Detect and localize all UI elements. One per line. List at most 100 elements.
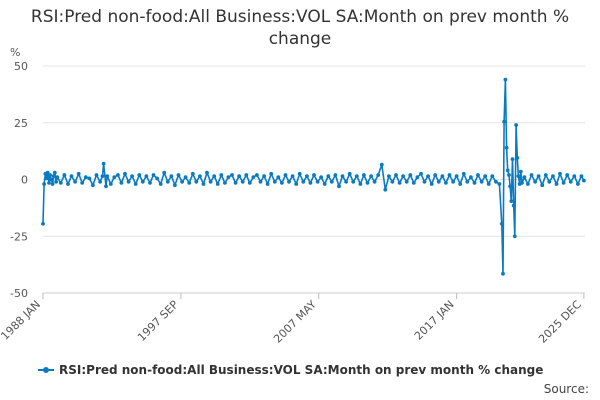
data-point[interactable] bbox=[162, 170, 167, 175]
data-point[interactable] bbox=[148, 181, 152, 185]
legend[interactable]: RSI:Pred non-food:All Business:VOL SA:Mo… bbox=[38, 363, 543, 377]
data-point[interactable] bbox=[486, 182, 491, 186]
data-point[interactable] bbox=[101, 161, 106, 166]
data-point[interactable] bbox=[526, 182, 530, 186]
data-point[interactable] bbox=[283, 173, 288, 177]
data-point[interactable] bbox=[472, 181, 477, 185]
data-point[interactable] bbox=[116, 173, 120, 177]
data-point[interactable] bbox=[297, 171, 302, 176]
data-point[interactable] bbox=[433, 173, 438, 177]
data-point[interactable] bbox=[176, 173, 181, 177]
data-point[interactable] bbox=[45, 170, 50, 175]
data-point[interactable] bbox=[258, 179, 263, 184]
data-point[interactable] bbox=[476, 173, 480, 177]
data-point[interactable] bbox=[379, 162, 384, 167]
data-point[interactable] bbox=[520, 181, 524, 185]
data-point[interactable] bbox=[369, 174, 373, 179]
data-point[interactable] bbox=[576, 182, 580, 186]
data-point[interactable] bbox=[554, 182, 559, 186]
data-point[interactable] bbox=[351, 179, 356, 184]
data-point[interactable] bbox=[387, 174, 391, 179]
data-point[interactable] bbox=[105, 174, 110, 179]
data-point[interactable] bbox=[404, 179, 409, 184]
data-point[interactable] bbox=[133, 182, 138, 186]
data-point[interactable] bbox=[305, 174, 309, 179]
data-point[interactable] bbox=[251, 175, 256, 180]
data-point[interactable] bbox=[49, 177, 54, 182]
data-point[interactable] bbox=[100, 174, 105, 179]
data-point[interactable] bbox=[502, 119, 506, 124]
data-point[interactable] bbox=[55, 175, 60, 180]
data-point[interactable] bbox=[205, 170, 209, 175]
data-point[interactable] bbox=[104, 184, 108, 189]
data-point[interactable] bbox=[543, 173, 548, 177]
data-point[interactable] bbox=[458, 182, 463, 186]
data-point[interactable] bbox=[158, 182, 163, 186]
data-point[interactable] bbox=[215, 182, 220, 186]
data-point[interactable] bbox=[512, 234, 517, 239]
data-point[interactable] bbox=[568, 179, 573, 184]
data-point[interactable] bbox=[173, 183, 177, 188]
data-point[interactable] bbox=[230, 173, 234, 177]
data-point[interactable] bbox=[547, 179, 552, 184]
data-point[interactable] bbox=[507, 173, 511, 177]
data-point[interactable] bbox=[144, 174, 149, 179]
data-point[interactable] bbox=[551, 174, 555, 179]
data-point[interactable] bbox=[347, 171, 352, 176]
data-point[interactable] bbox=[73, 179, 77, 184]
data-point[interactable] bbox=[83, 175, 88, 180]
data-point[interactable] bbox=[465, 179, 470, 184]
data-point[interactable] bbox=[226, 175, 231, 180]
data-point[interactable] bbox=[401, 174, 405, 179]
data-point[interactable] bbox=[422, 179, 427, 184]
data-point[interactable] bbox=[479, 179, 484, 184]
data-point[interactable] bbox=[287, 179, 291, 184]
data-point[interactable] bbox=[344, 179, 348, 184]
data-point[interactable] bbox=[408, 173, 413, 177]
data-point[interactable] bbox=[48, 173, 52, 177]
data-point[interactable] bbox=[66, 182, 70, 186]
data-point[interactable] bbox=[579, 174, 584, 179]
data-point[interactable] bbox=[508, 184, 512, 189]
data-point[interactable] bbox=[565, 173, 570, 177]
data-point[interactable] bbox=[419, 171, 423, 176]
data-point[interactable] bbox=[262, 174, 266, 179]
data-point[interactable] bbox=[454, 174, 459, 179]
data-point[interactable] bbox=[529, 173, 534, 177]
data-point[interactable] bbox=[212, 174, 217, 179]
data-point[interactable] bbox=[490, 174, 495, 179]
data-point[interactable] bbox=[504, 145, 509, 150]
data-point[interactable] bbox=[237, 174, 242, 179]
data-point[interactable] bbox=[337, 184, 341, 189]
data-point[interactable] bbox=[494, 179, 498, 184]
data-point[interactable] bbox=[582, 178, 586, 183]
data-point[interactable] bbox=[169, 174, 174, 179]
data-point[interactable] bbox=[244, 173, 249, 177]
data-point[interactable] bbox=[233, 181, 238, 185]
data-point[interactable] bbox=[354, 174, 359, 179]
data-point[interactable] bbox=[440, 174, 445, 179]
data-point[interactable] bbox=[429, 182, 434, 186]
data-point[interactable] bbox=[240, 179, 245, 184]
data-point[interactable] bbox=[503, 77, 508, 82]
data-point[interactable] bbox=[362, 173, 366, 177]
data-point[interactable] bbox=[198, 174, 202, 179]
data-point[interactable] bbox=[522, 175, 527, 180]
data-point[interactable] bbox=[98, 179, 102, 184]
data-point[interactable] bbox=[44, 176, 49, 181]
data-point[interactable] bbox=[372, 179, 377, 184]
data-point[interactable] bbox=[415, 175, 420, 180]
data-point[interactable] bbox=[301, 179, 306, 184]
data-point[interactable] bbox=[411, 181, 416, 185]
data-point[interactable] bbox=[58, 181, 63, 185]
data-point[interactable] bbox=[397, 181, 402, 185]
data-point[interactable] bbox=[505, 168, 510, 173]
data-point[interactable] bbox=[219, 173, 224, 177]
data-point[interactable] bbox=[365, 181, 370, 185]
data-point[interactable] bbox=[333, 173, 338, 177]
data-point[interactable] bbox=[187, 181, 192, 185]
data-point[interactable] bbox=[514, 123, 518, 127]
data-point[interactable] bbox=[376, 173, 381, 177]
data-point[interactable] bbox=[62, 173, 67, 177]
data-point[interactable] bbox=[180, 179, 185, 184]
